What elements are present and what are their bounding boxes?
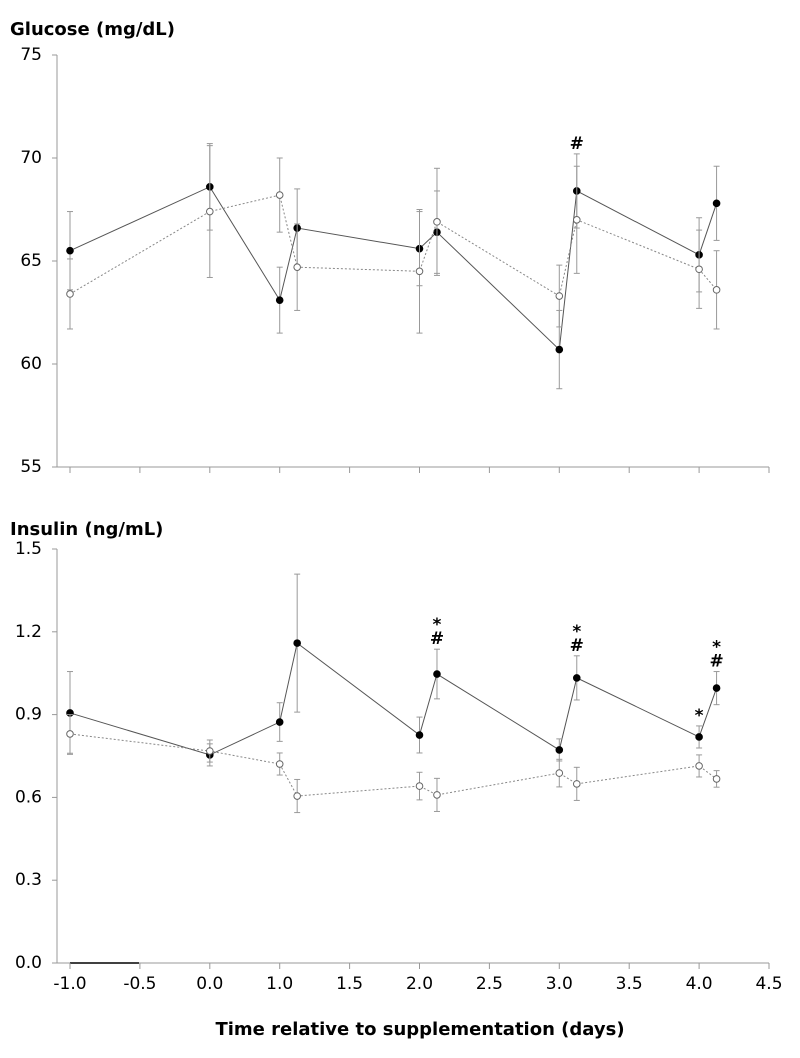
significance-mark: #: [570, 134, 584, 154]
data-point: [433, 218, 441, 226]
data-point: [555, 746, 564, 754]
y-tick-label: 55: [20, 457, 42, 477]
y-tick-label: 1.5: [15, 539, 42, 559]
data-point: [66, 246, 74, 255]
data-point: [293, 792, 301, 800]
y-tick-label: 65: [20, 251, 42, 271]
data-point: [275, 191, 284, 199]
series-line: [69, 194, 717, 297]
y-tick-label: 0.3: [15, 870, 42, 890]
chart-title: Glucose (mg/dL): [10, 19, 175, 40]
significance-mark: *: [572, 622, 581, 642]
data-point: [695, 265, 703, 274]
x-tick-label: 4.5: [755, 974, 782, 994]
data-point: [415, 782, 424, 790]
data-point: [572, 216, 581, 224]
y-tick-label: 75: [20, 45, 42, 65]
x-tick-label: -0.5: [123, 974, 156, 994]
significance-mark: #: [430, 629, 444, 649]
data-point: [555, 769, 564, 777]
data-point: [695, 733, 703, 741]
data-point: [293, 639, 301, 647]
x-tick-label: 2.5: [476, 974, 503, 994]
data-point: [712, 286, 721, 294]
x-tick-label: 4.0: [686, 974, 713, 994]
data-point: [66, 730, 74, 738]
y-tick-label: 0.6: [15, 787, 42, 807]
data-point: [695, 762, 703, 770]
significance-mark: #: [709, 652, 723, 672]
data-point: [206, 747, 214, 755]
data-point: [555, 345, 564, 354]
data-point: [712, 775, 721, 783]
data-point: [293, 263, 301, 271]
data-point: [206, 207, 214, 216]
data-point: [275, 760, 284, 768]
series-line: [69, 186, 718, 351]
data-point: [415, 731, 424, 739]
data-point: [433, 670, 441, 678]
data-point: [66, 290, 74, 298]
x-tick-label: 3.0: [546, 974, 573, 994]
x-tick-label: 1.5: [336, 974, 363, 994]
significance-mark: *: [695, 706, 704, 726]
series-line: [69, 733, 717, 797]
data-point: [433, 791, 441, 799]
x-tick-label: 3.5: [616, 974, 643, 994]
y-tick-label: 60: [20, 354, 42, 374]
y-tick-label: 70: [20, 148, 42, 168]
x-axis-label: Time relative to supplementation (days): [215, 1019, 624, 1040]
data-point: [712, 684, 721, 692]
chart-title: Insulin (ng/mL): [10, 519, 163, 540]
data-point: [712, 199, 721, 208]
data-point: [555, 292, 564, 300]
x-tick-label: 1.0: [266, 974, 293, 994]
x-tick-label: 2.0: [406, 974, 433, 994]
x-tick-label: 0.0: [196, 974, 223, 994]
x-tick-label: -1.0: [53, 974, 86, 994]
y-tick-label: 0.0: [15, 953, 42, 973]
data-point: [275, 718, 284, 726]
data-point: [275, 296, 284, 304]
data-point: [572, 780, 581, 788]
significance-mark: #: [570, 636, 584, 656]
data-point: [415, 267, 424, 276]
series-line: [69, 642, 718, 756]
data-point: [572, 674, 581, 682]
y-tick-label: 1.2: [15, 622, 42, 642]
significance-mark: *: [433, 615, 442, 635]
y-tick-label: 0.9: [15, 705, 42, 725]
significance-mark: *: [712, 638, 721, 658]
